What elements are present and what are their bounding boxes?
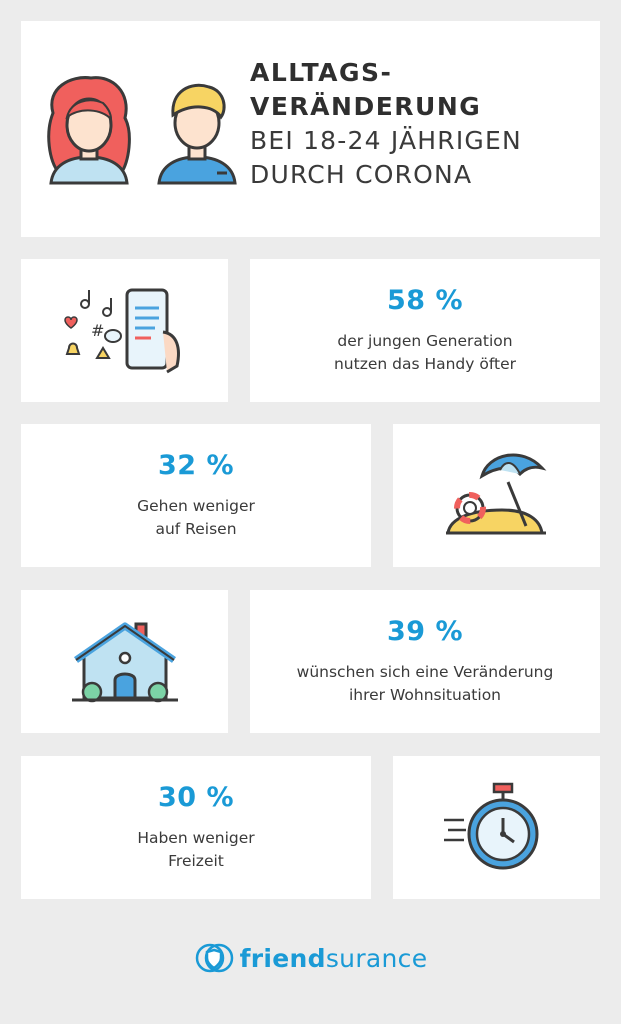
stat-description-line-2: auf Reisen <box>155 520 237 538</box>
stat-description-line-2: ihrer Wohnsituation <box>348 686 502 704</box>
stat-card-phone: 58 % der jungen Generation nutzen das Ha… <box>250 259 600 402</box>
smartphone-icon: # <box>63 288 180 373</box>
stat-percent: 30 % <box>157 782 235 813</box>
svg-text:#: # <box>91 321 104 340</box>
title-light-line-2: DURCH CORONA <box>250 160 473 189</box>
page-title: ALLTAGS- VERÄNDERUNG BEI 18-24 JÄHRIGEN … <box>250 56 522 192</box>
stat-percent: 58 % <box>386 285 464 316</box>
brand-name-light: surance <box>325 943 428 973</box>
title-bold-line-2: VERÄNDERUNG <box>250 92 482 121</box>
stat-card-freetime: 30 % Haben weniger Freizeit <box>21 756 371 899</box>
house-icon <box>71 622 178 703</box>
friendsurance-logo-icon <box>195 943 233 973</box>
stat-description-line-1: der jungen Generation <box>337 332 513 350</box>
brand-name: friendsurance <box>240 944 428 973</box>
stat-description-line-2: Freizeit <box>168 852 224 870</box>
stat-description-line-2: nutzen das Handy öfter <box>333 355 517 373</box>
stat-card-housing: 39 % wünschen sich eine Veränderung ihre… <box>250 590 600 733</box>
brand-name-strong: friend <box>239 943 326 973</box>
smartphone-icon-card: # <box>21 259 228 402</box>
title-bold-line-1: ALLTAGS- <box>250 58 393 87</box>
house-icon-card <box>21 590 228 733</box>
brand-logo: friendsurance <box>0 938 621 978</box>
stat-percent: 39 % <box>386 616 464 647</box>
stat-description-line-1: Gehen weniger <box>137 497 255 515</box>
stopwatch-icon <box>443 782 538 870</box>
beach-umbrella-icon-card <box>393 424 600 567</box>
woman-and-man-icon <box>47 76 237 185</box>
title-light-line-1: BEI 18-24 JÄHRIGEN <box>250 126 522 155</box>
stopwatch-icon-card <box>393 756 600 899</box>
stat-description-line-1: wünschen sich eine Veränderung <box>296 663 554 681</box>
stat-card-travel: 32 % Gehen weniger auf Reisen <box>21 424 371 567</box>
beach-umbrella-icon <box>445 453 546 535</box>
stat-description-line-1: Haben weniger <box>137 829 255 847</box>
young-people-illustration <box>41 73 241 192</box>
header-card: ALLTAGS- VERÄNDERUNG BEI 18-24 JÄHRIGEN … <box>21 21 600 237</box>
stat-percent: 32 % <box>157 450 235 481</box>
